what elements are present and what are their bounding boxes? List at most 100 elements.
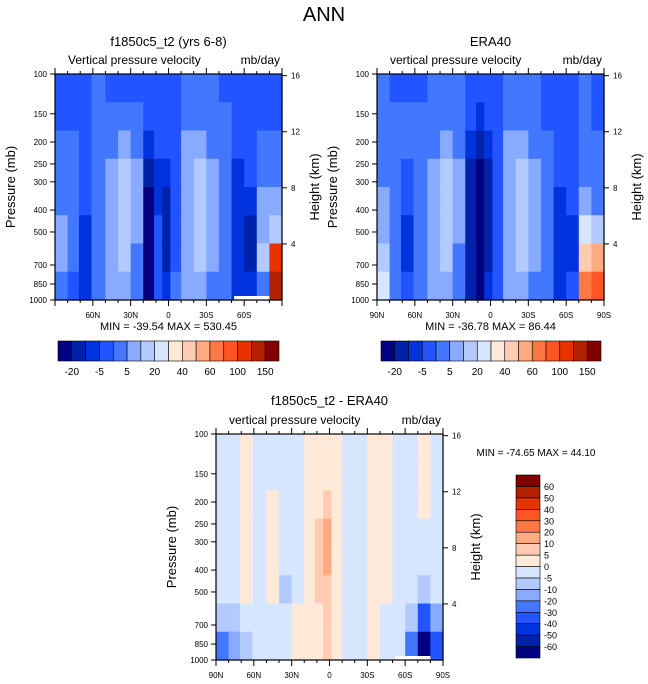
colorbar-label: -40 <box>544 619 557 629</box>
colorbar-swatch <box>515 543 541 556</box>
contour-cell <box>228 462 241 492</box>
contour-cell <box>55 187 69 216</box>
colorbar-label: 100 <box>229 367 246 378</box>
x-tick-label: 60S <box>559 311 573 320</box>
contour-cell <box>239 575 254 605</box>
contour-cell <box>218 158 233 188</box>
contour-cell <box>193 158 207 188</box>
contour-cell <box>591 130 605 160</box>
contour-cell <box>331 518 343 548</box>
colorbar-label: -20 <box>388 367 403 378</box>
y-tick-label: 400 <box>356 206 370 215</box>
min-max-stats: MIN = -36.78 MAX = 86.44 <box>425 321 556 333</box>
contour-cell <box>354 490 368 520</box>
contour-cell <box>291 490 305 520</box>
contour-cell <box>154 271 163 301</box>
contour-cell <box>228 547 241 576</box>
contour-cell <box>578 243 592 273</box>
contour-cell <box>553 187 567 216</box>
contour-cell <box>218 271 233 301</box>
colorbar-label: 40 <box>177 367 189 378</box>
contour-field <box>216 434 444 661</box>
contour-cell <box>266 547 280 576</box>
contour-cell <box>427 130 441 160</box>
contour-cell <box>256 130 270 160</box>
contour-cell <box>342 603 356 633</box>
contour-cell <box>239 631 254 661</box>
contour-cell <box>206 102 220 132</box>
contour-cell <box>269 130 283 160</box>
contour-cell <box>291 462 305 492</box>
x-tick-label: 30N <box>445 311 460 320</box>
x-tick-label: 90N <box>370 311 385 320</box>
colorbar-swatch <box>515 577 541 590</box>
y-tick-label: 150 <box>34 110 48 119</box>
contour-cell <box>417 575 431 605</box>
contour-cell <box>377 74 391 103</box>
contour-cell <box>492 102 504 132</box>
contour-cell <box>392 631 406 661</box>
contour-cell <box>244 74 258 103</box>
contour-cell <box>170 102 182 132</box>
contour-cell <box>252 575 268 605</box>
contour-cell <box>143 102 155 132</box>
contour-cell <box>452 74 466 103</box>
y-tick-label: 850 <box>356 280 370 289</box>
contour-cell <box>315 547 324 576</box>
colorbar-label: -10 <box>544 585 557 595</box>
contour-cell <box>315 490 324 520</box>
contour-cell <box>578 187 592 216</box>
contour-cell <box>228 434 241 463</box>
contour-cell <box>427 158 441 188</box>
contour-cell <box>553 158 567 188</box>
contour-cell <box>354 434 368 463</box>
contour-cell <box>492 271 504 301</box>
contour-cell <box>91 271 107 301</box>
contour-cell <box>291 575 305 605</box>
contour-cell <box>342 518 356 548</box>
contour-cell <box>342 490 356 520</box>
colorbar-label: 5 <box>544 551 549 561</box>
contour-cell <box>170 74 182 103</box>
contour-cell <box>193 243 207 273</box>
contour-cell <box>430 603 444 633</box>
contour-cell <box>379 547 394 576</box>
contour-cell <box>417 490 431 520</box>
contour-cell <box>105 215 119 245</box>
contour-cell <box>465 271 477 301</box>
contour-cell <box>291 518 305 548</box>
contour-cell <box>591 243 605 273</box>
contour-cell <box>118 130 132 160</box>
contour-cell <box>430 518 444 548</box>
colorbar-swatch <box>71 340 86 362</box>
contour-cell <box>269 74 283 103</box>
contour-cell <box>105 74 119 103</box>
x-tick-label: 60N <box>246 671 261 680</box>
colorbar-label: -50 <box>544 631 557 641</box>
contour-cell <box>503 130 517 160</box>
contour-cell <box>354 631 368 661</box>
topography-mask <box>234 295 270 300</box>
contour-cell <box>279 462 293 492</box>
contour-cell <box>55 74 69 103</box>
contour-cell <box>476 215 485 245</box>
contour-cell <box>162 215 171 245</box>
contour-cell <box>252 490 268 520</box>
contour-cell <box>315 434 324 463</box>
colorbar-swatch <box>209 340 225 362</box>
contour-cell <box>239 603 254 633</box>
contour-cell <box>256 187 270 216</box>
y-tick-label: 850 <box>195 640 209 649</box>
contour-cell <box>181 130 195 160</box>
contour-cell <box>405 490 419 520</box>
contour-cell <box>413 158 429 188</box>
units-label: mb/day <box>241 53 280 67</box>
contour-cell <box>427 215 441 245</box>
contour-cell <box>452 187 466 216</box>
y-tick-label: 300 <box>356 178 370 187</box>
colorbar-swatch <box>515 554 541 567</box>
contour-cell <box>528 271 542 301</box>
contour-cell <box>67 102 80 132</box>
contour-cell <box>181 215 195 245</box>
contour-cell <box>170 158 182 188</box>
